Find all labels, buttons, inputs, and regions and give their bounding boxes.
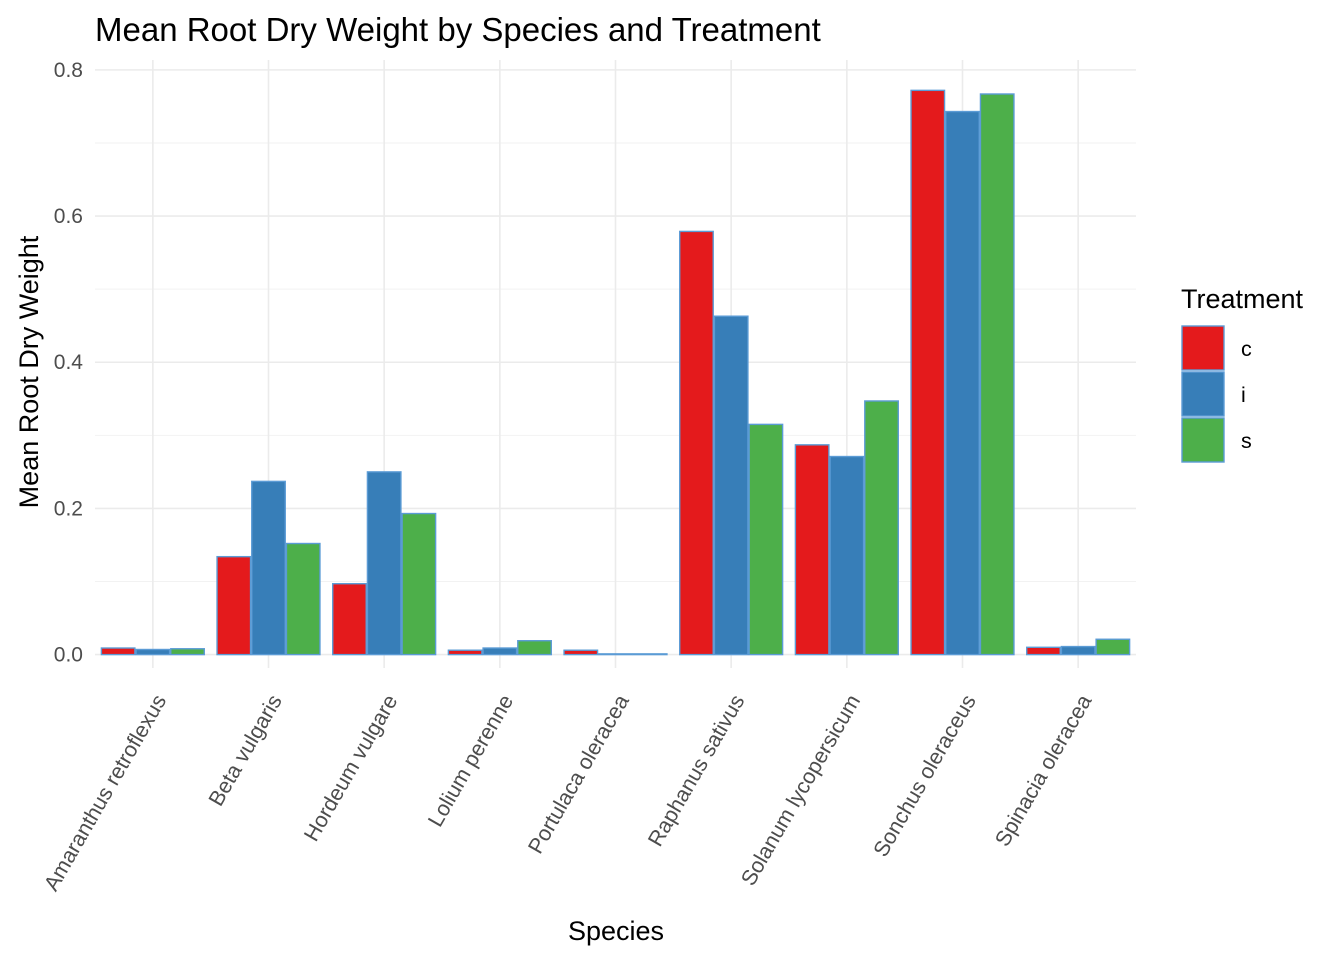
y-tick-label: 0.8 — [54, 59, 83, 82]
bar-s — [979, 93, 1015, 656]
x-tick-label: Sonchus oleraceus — [869, 691, 981, 861]
bar-c — [1026, 646, 1061, 656]
bar-s — [517, 640, 552, 656]
bar-i — [945, 110, 980, 656]
bar-c — [563, 649, 599, 656]
legend: Treatment cis — [1181, 284, 1304, 463]
bar-i — [135, 648, 171, 656]
bar-s — [285, 542, 321, 656]
bar-c — [332, 583, 367, 656]
bar-i — [713, 315, 749, 656]
x-tick-label: Spinacia oleracea — [990, 690, 1096, 850]
y-tick-label: 0.2 — [54, 497, 83, 520]
x-tick-label: Beta vulgaris — [204, 691, 287, 811]
y-axis-title: Mean Root Dry Weight — [14, 235, 44, 508]
bar-s — [1095, 638, 1131, 656]
bar-c — [447, 649, 483, 656]
x-tick-label: Portulaca oleracea — [523, 690, 633, 857]
bar-i — [829, 455, 865, 656]
bar-c — [679, 230, 714, 656]
bar-i — [482, 647, 518, 656]
bar-c — [794, 444, 830, 656]
x-tick-label: Lolium perenne — [423, 691, 518, 831]
bar-i — [251, 480, 286, 656]
chart-title: Mean Root Dry Weight by Species and Trea… — [95, 11, 821, 48]
legend-key-i — [1181, 371, 1225, 417]
x-tick-label: Raphanus sativus — [643, 691, 749, 851]
x-tick-label: Amaranthus retroflexus — [39, 691, 171, 895]
bar-c — [216, 555, 252, 656]
x-axis-title: Species — [568, 916, 664, 946]
x-axis-ticks: Amaranthus retroflexus Beta vulgaris Horde… — [39, 690, 1096, 895]
legend-label: i — [1241, 383, 1246, 407]
bar-s — [632, 653, 668, 656]
bars — [100, 89, 1131, 656]
x-tick-label: Solanum lycopersicum — [736, 691, 865, 890]
bar-c — [100, 647, 136, 656]
legend-label: c — [1241, 337, 1252, 361]
bar-s — [401, 512, 437, 656]
legend-label: s — [1241, 429, 1252, 453]
legend-title: Treatment — [1181, 284, 1304, 314]
x-tick-label: Hordeum vulgare — [299, 691, 402, 846]
bar-i — [366, 471, 402, 656]
y-axis-ticks: 0.0 0.2 0.4 0.6 0.8 — [54, 59, 84, 667]
bar-s — [864, 400, 899, 656]
bar-i — [1060, 645, 1096, 656]
y-tick-label: 0.4 — [54, 351, 84, 374]
bar-i — [598, 653, 633, 656]
bar-s — [170, 648, 205, 656]
y-tick-label: 0.6 — [54, 205, 83, 228]
y-tick-label: 0.0 — [54, 644, 83, 667]
bar-c — [910, 89, 946, 656]
legend-key-s — [1181, 417, 1225, 463]
legend-key-c — [1181, 325, 1225, 371]
bar-s — [748, 423, 784, 656]
